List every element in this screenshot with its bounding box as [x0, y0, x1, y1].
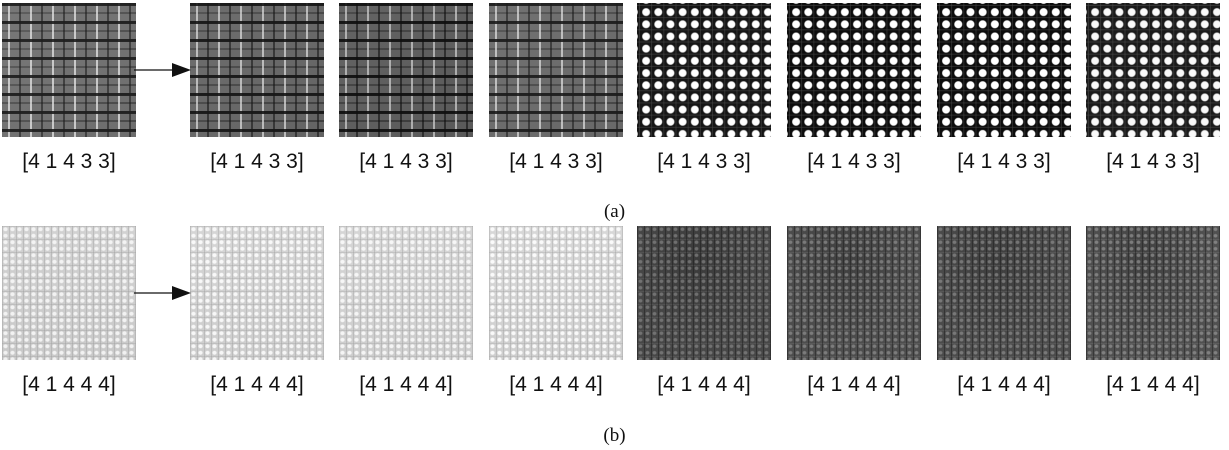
- label-a6: [4 1 4 3 3]: [807, 150, 901, 173]
- label-a1: [4 1 4 3 3]: [22, 150, 116, 173]
- caption-a: (a): [603, 201, 626, 222]
- label-b5: [4 1 4 4 4]: [657, 373, 751, 396]
- texture-image-b3: [339, 226, 473, 360]
- texture-image-a7: [937, 3, 1071, 137]
- label-b6: [4 1 4 4 4]: [807, 373, 901, 396]
- label-a5: [4 1 4 3 3]: [657, 150, 751, 173]
- texture-image-a4: [489, 3, 623, 137]
- texture-image-b2: [190, 226, 324, 360]
- texture-image-a2: [190, 3, 324, 137]
- texture-image-a1: [2, 3, 136, 137]
- label-a8: [4 1 4 3 3]: [1106, 150, 1200, 173]
- texture-image-a3: [339, 3, 473, 137]
- label-b8: [4 1 4 4 4]: [1106, 373, 1200, 396]
- label-a7: [4 1 4 3 3]: [957, 150, 1051, 173]
- label-b2: [4 1 4 4 4]: [210, 373, 304, 396]
- texture-image-b7: [937, 226, 1071, 360]
- label-b4: [4 1 4 4 4]: [509, 373, 603, 396]
- texture-image-b6: [787, 226, 921, 360]
- texture-image-a8: [1086, 3, 1220, 137]
- label-b1: [4 1 4 4 4]: [22, 373, 116, 396]
- label-a4: [4 1 4 3 3]: [509, 150, 603, 173]
- label-a2: [4 1 4 3 3]: [210, 150, 304, 173]
- label-b3: [4 1 4 4 4]: [359, 373, 453, 396]
- texture-image-a5: [637, 3, 771, 137]
- arrow-right-icon: [134, 286, 191, 300]
- texture-image-b4: [489, 226, 623, 360]
- texture-image-a6: [787, 3, 921, 137]
- label-b7: [4 1 4 4 4]: [957, 373, 1051, 396]
- texture-image-b1: [2, 226, 136, 360]
- texture-image-b8: [1086, 226, 1220, 360]
- label-a3: [4 1 4 3 3]: [359, 150, 453, 173]
- arrow-right-icon: [134, 63, 191, 77]
- caption-b: (b): [603, 425, 626, 446]
- texture-image-b5: [637, 226, 771, 360]
